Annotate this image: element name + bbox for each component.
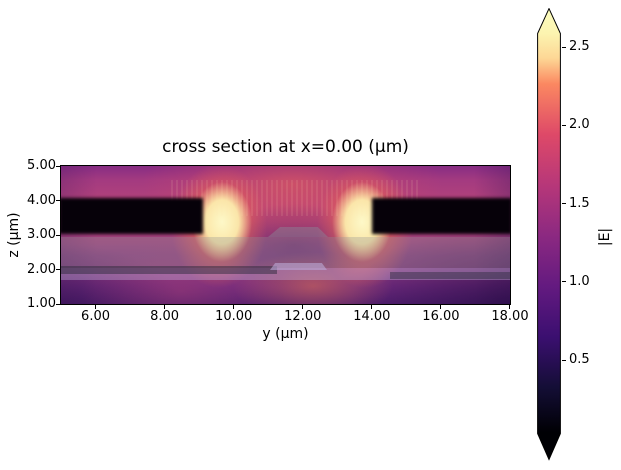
y-axis-label: z (μm) <box>6 212 22 258</box>
colorbar <box>537 8 561 461</box>
x-tick-mark <box>302 305 304 309</box>
y-tick-label: 5.00 <box>27 158 56 173</box>
y-tick-label: 1.00 <box>27 296 56 311</box>
y-tick-mark <box>56 269 60 270</box>
lower-trapezoid <box>270 263 327 270</box>
x-tick-label: 12.00 <box>284 309 322 324</box>
x-tick-mark <box>164 305 166 309</box>
x-tick-mark <box>233 305 235 309</box>
x-tick-label: 6.00 <box>81 309 110 324</box>
colorbar-tick-mark <box>562 46 566 48</box>
y-tick-label: 4.00 <box>27 192 56 208</box>
x-tick-label: 18.00 <box>491 309 529 324</box>
x-tick-label: 14.00 <box>353 309 391 324</box>
x-axis-label: y (μm) <box>262 326 309 342</box>
x-tick-label: 10.00 <box>215 309 253 324</box>
dark-stripe-right <box>390 272 510 279</box>
metal-slab-left <box>61 198 203 234</box>
colorbar-tick-label: 2.0 <box>569 117 590 133</box>
colorbar-tick-mark <box>562 203 566 204</box>
x-tick-label: 16.00 <box>422 309 460 324</box>
colorbar-gradient-bar <box>537 8 561 461</box>
slab-layer-overlay <box>61 237 510 268</box>
colorbar-tick-mark <box>562 124 566 126</box>
y-tick-label: 2.00 <box>27 261 56 277</box>
colorbar-tick-label: 1.0 <box>569 273 590 289</box>
colorbar-tick-label: 1.5 <box>569 195 590 211</box>
y-tick-mark <box>56 165 60 167</box>
x-tick-label: 8.00 <box>150 309 180 324</box>
x-tick-mark <box>509 305 511 309</box>
y-tick-mark <box>56 303 60 305</box>
x-tick-mark <box>371 305 373 309</box>
x-tick-mark <box>440 305 442 309</box>
heatmap-axes <box>61 166 510 304</box>
x-tick-mark <box>95 305 97 309</box>
y-tick-mark <box>56 234 60 236</box>
colorbar-tick-label: 2.5 <box>569 39 590 54</box>
y-tick-label: 3.00 <box>27 227 56 242</box>
colorbar-label: |E| <box>597 227 613 247</box>
metal-slab-right <box>372 198 510 234</box>
colorbar-tick-mark <box>562 281 566 283</box>
colorbar-tick-label: 0.5 <box>569 352 590 367</box>
colorbar-tick-mark <box>562 359 566 361</box>
waveguide-ridge <box>268 227 328 237</box>
plot-title: cross section at x=0.00 (μm) <box>162 137 409 157</box>
field-magnitude-heatmap <box>61 166 510 304</box>
y-tick-mark <box>56 200 60 201</box>
dark-stripe-left <box>61 266 277 274</box>
